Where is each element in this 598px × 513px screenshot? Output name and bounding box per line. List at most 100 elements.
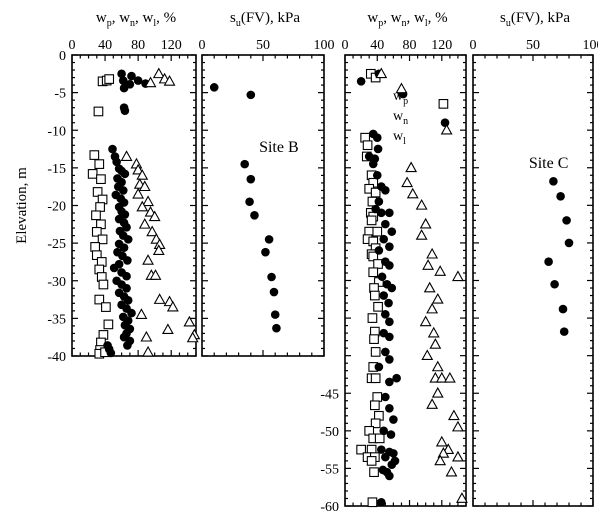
- data-point: [153, 293, 166, 304]
- data-point: [381, 392, 390, 402]
- data-point: [385, 208, 394, 218]
- data-point: [366, 456, 377, 466]
- data-point: [250, 210, 259, 220]
- x-axis-title: su(FV), kPa: [500, 10, 570, 29]
- series-square-open: [87, 74, 115, 359]
- y-tick-label: -30: [47, 275, 66, 290]
- data-point: [386, 430, 396, 439]
- data-point: [370, 347, 381, 357]
- data-point: [435, 371, 448, 383]
- data-point: [127, 71, 136, 81]
- data-point: [373, 259, 383, 269]
- chart-panels: 0 40 80 120 0 -5 -10 -15 -20 -25 -30 -35 -40 wp, wn, …: [14, 10, 598, 513]
- data-point: [387, 227, 397, 236]
- y-tick-label: -15: [47, 162, 66, 177]
- data-point: [372, 133, 382, 142]
- data-point: [148, 210, 161, 222]
- data-point: [423, 281, 436, 293]
- data-point: [431, 292, 444, 304]
- data-point: [125, 80, 135, 89]
- data-point: [267, 272, 276, 282]
- data-point: [120, 169, 130, 179]
- data-point: [112, 157, 121, 167]
- data-point: [123, 235, 133, 244]
- series-circle-filled: [209, 83, 281, 333]
- data-point: [426, 302, 439, 314]
- data-point: [370, 373, 381, 384]
- x-tick-label: 0: [470, 38, 477, 53]
- data-point: [421, 349, 434, 361]
- data-point: [183, 315, 196, 327]
- data-point: [94, 159, 105, 169]
- y-tick-label: -55: [320, 462, 339, 477]
- data-point: [163, 75, 176, 86]
- data-point: [544, 257, 553, 267]
- data-point: [429, 338, 442, 349]
- data-point: [356, 444, 366, 455]
- data-point: [367, 313, 378, 323]
- x-tick-label: 120: [161, 38, 182, 53]
- data-point: [379, 426, 389, 436]
- data-point: [152, 244, 165, 255]
- data-point: [422, 259, 435, 270]
- data-point: [451, 420, 464, 432]
- data-point: [431, 386, 444, 398]
- series-circle-filled: [103, 69, 150, 358]
- series-circle-filled: [544, 176, 574, 336]
- data-point: [138, 217, 151, 229]
- data-point: [381, 310, 390, 319]
- data-point: [130, 157, 143, 169]
- data-point: [438, 99, 449, 109]
- data-point: [356, 77, 366, 86]
- data-point: [149, 269, 162, 280]
- data-point: [246, 174, 256, 184]
- panel-B-moisture: 0 40 80 120 0 -5 -10 -15 -20 -25 -30 -35 -40 wp, wn, …: [14, 10, 201, 365]
- data-point: [94, 294, 105, 305]
- data-point: [419, 315, 432, 327]
- data-point: [374, 246, 384, 255]
- data-point: [385, 332, 394, 342]
- data-point: [140, 330, 153, 342]
- data-point: [264, 235, 274, 244]
- data-point: [368, 159, 378, 169]
- x-axis-title: su(FV), kPa: [230, 10, 300, 29]
- legend: wp wn wl: [393, 89, 408, 147]
- data-point: [373, 144, 383, 154]
- data-point: [434, 265, 447, 276]
- data-point: [385, 403, 394, 413]
- data-point: [367, 497, 378, 508]
- x-tick-label: 50: [256, 38, 270, 53]
- data-point: [132, 163, 145, 175]
- data-point: [122, 223, 131, 232]
- data-point: [370, 418, 381, 429]
- legend-entry: wp: [393, 89, 408, 107]
- x-tick-label: 0: [69, 38, 76, 53]
- data-point: [92, 187, 103, 197]
- data-point: [186, 331, 199, 343]
- data-point: [556, 192, 565, 201]
- data-point: [564, 238, 574, 248]
- data-point: [127, 308, 136, 318]
- data-point: [374, 197, 384, 206]
- y-axis-title: Elevation, m: [14, 167, 30, 244]
- x-axis-title: wp, wn, wl, %: [367, 10, 447, 29]
- data-point: [369, 400, 380, 411]
- data-point: [123, 341, 132, 350]
- data-point: [440, 123, 453, 135]
- x-tick-label: 100: [314, 38, 335, 53]
- data-point: [138, 180, 151, 192]
- data-point: [144, 76, 157, 88]
- x-tick-label: 100: [583, 38, 598, 53]
- data-point: [550, 279, 559, 289]
- data-point: [95, 202, 105, 212]
- panel-C-strength: 0 50 100 su(FV), kPa Site C: [470, 10, 598, 507]
- data-point: [437, 447, 450, 458]
- data-point: [261, 247, 270, 257]
- data-point: [387, 460, 397, 469]
- data-point: [108, 144, 117, 154]
- data-point: [389, 449, 398, 458]
- x-axis-title: wp, wn, wl, %: [96, 10, 176, 29]
- data-point: [385, 317, 394, 327]
- series-triangle-open: [120, 67, 201, 357]
